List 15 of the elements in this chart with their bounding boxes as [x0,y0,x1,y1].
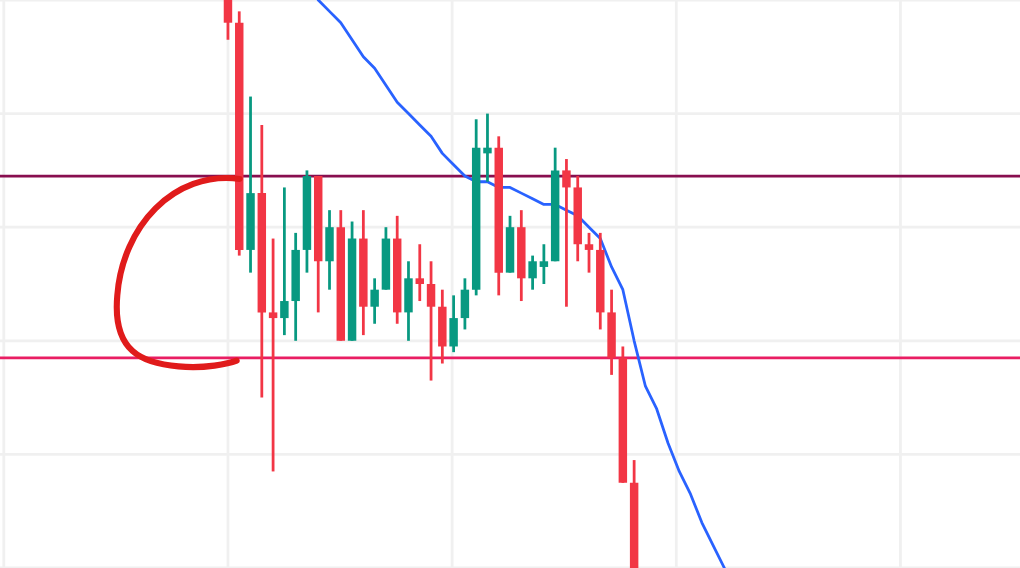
candlestick [268,237,278,473]
candlestick [280,186,289,337]
candlestick [584,231,594,275]
candlestick [562,157,571,309]
candlestick [426,259,436,382]
candlestick [607,288,616,377]
candlestick [223,0,233,42]
candlestick [449,293,458,354]
candlestick [460,276,470,331]
candlestick [505,214,515,275]
candlestick [370,276,379,326]
candlestick [404,259,413,343]
candlestick [438,288,447,365]
candlestick [415,242,424,303]
candlestick [325,208,334,292]
